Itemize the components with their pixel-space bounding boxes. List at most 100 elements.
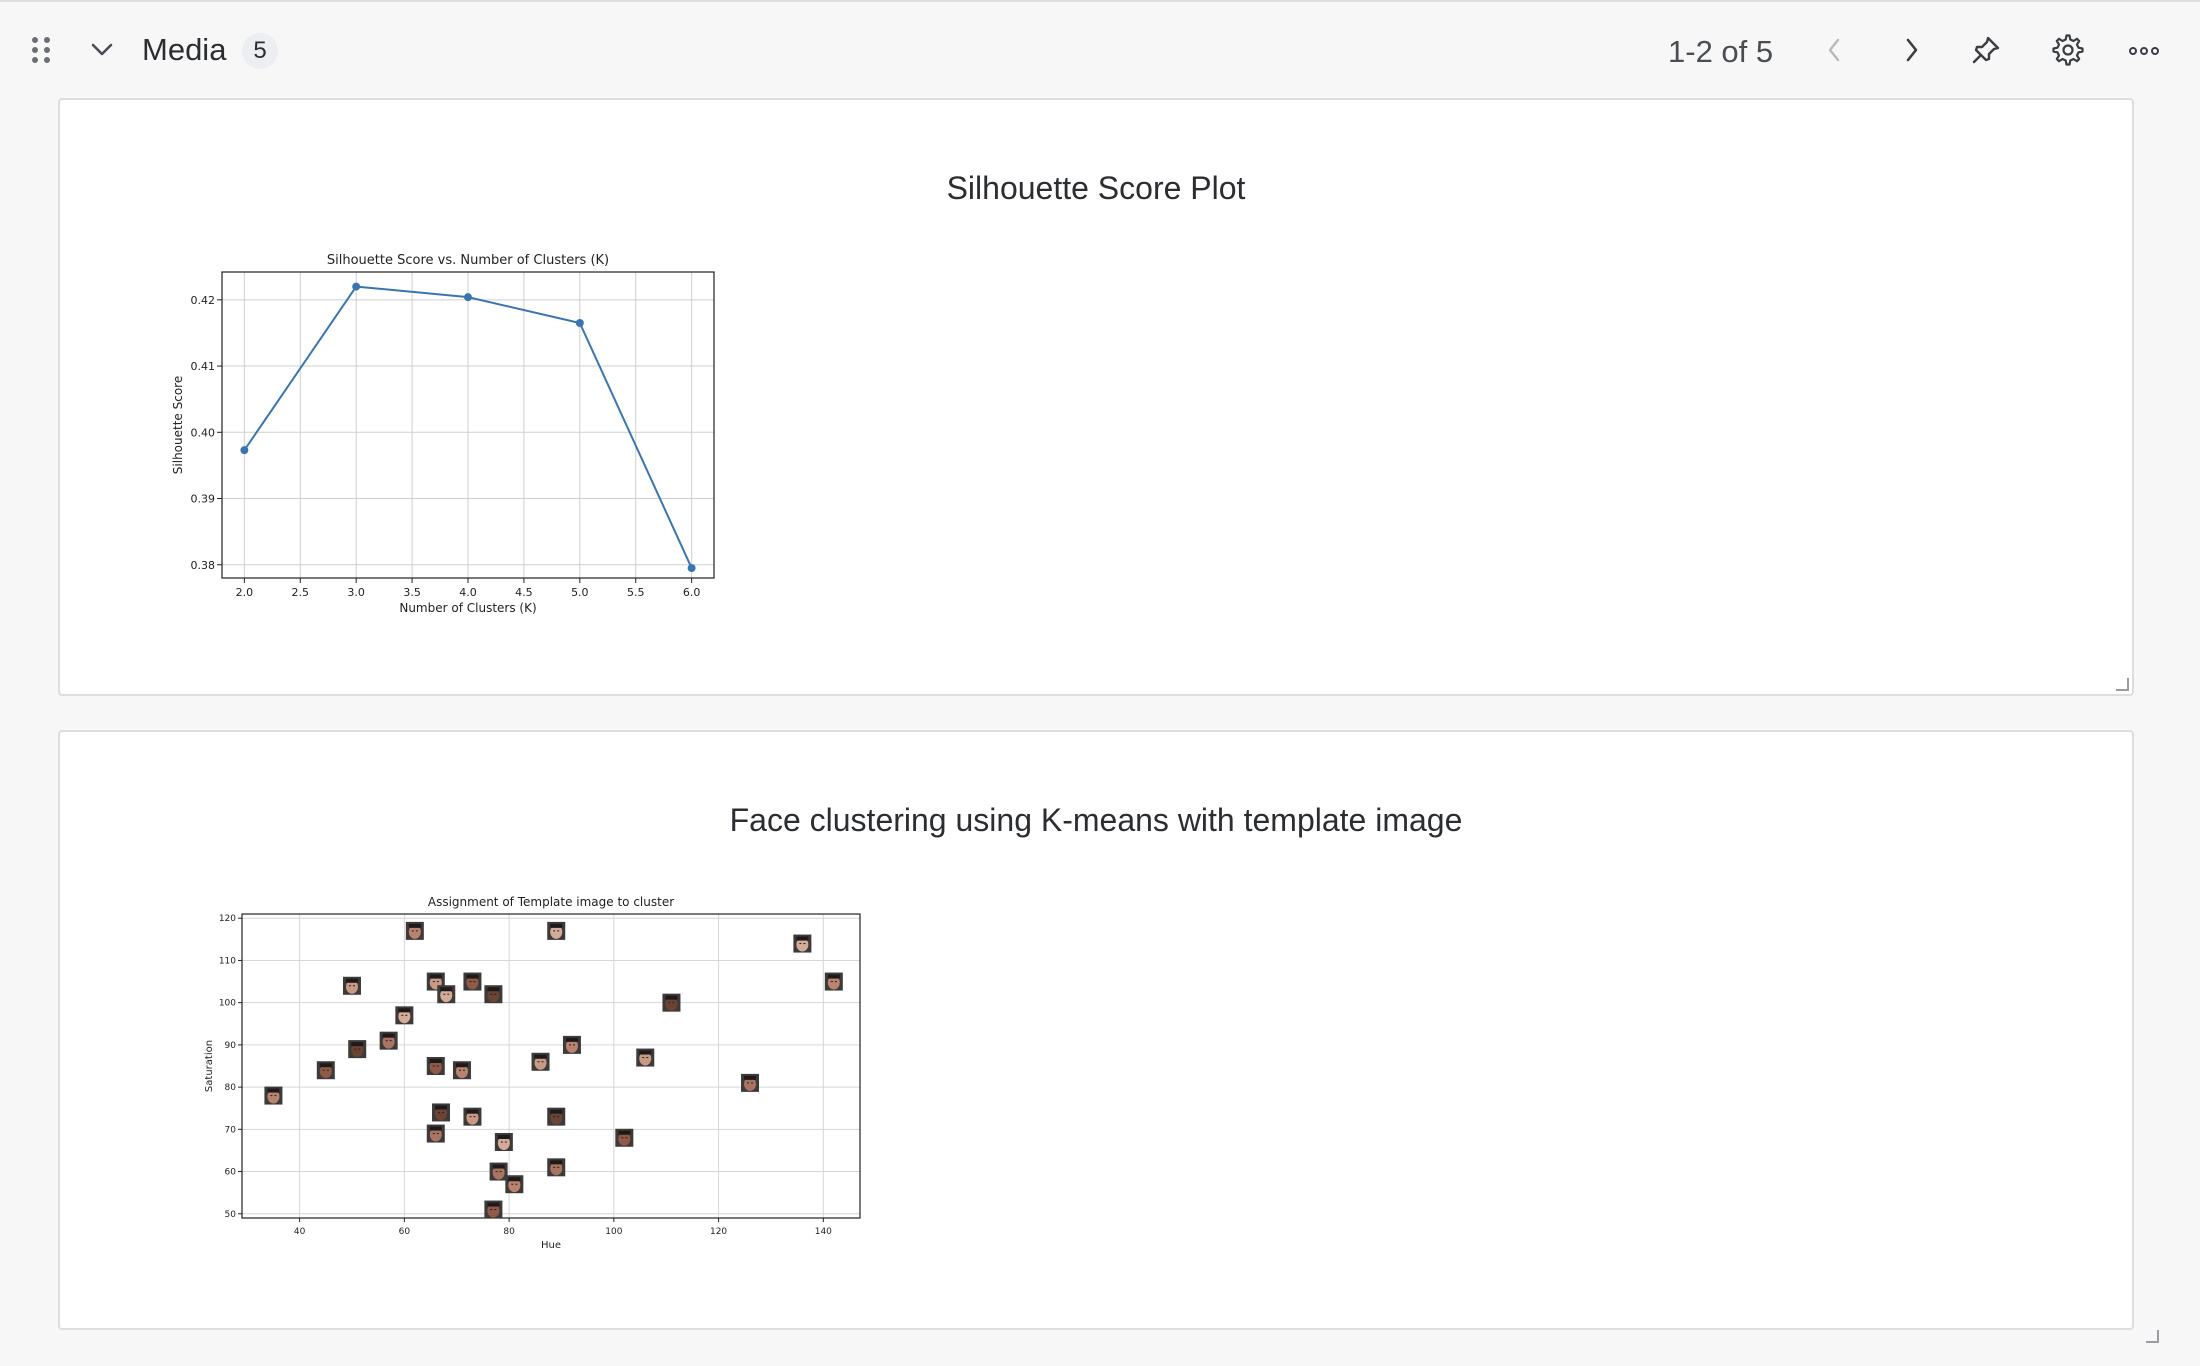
face-thumbnail-hair bbox=[429, 1126, 442, 1131]
chart-title: Silhouette Score vs. Number of Clusters … bbox=[327, 253, 609, 268]
face-thumbnail-point bbox=[426, 1124, 445, 1143]
face-thumbnail-face bbox=[408, 924, 421, 939]
x-tick-label: 80 bbox=[503, 1227, 515, 1237]
face-thumbnail-hair bbox=[487, 987, 500, 992]
pagination-label: 1-2 of 5 bbox=[1668, 34, 1774, 69]
face-thumbnail-point bbox=[463, 972, 482, 991]
y-tick-label: 0.41 bbox=[191, 360, 216, 373]
face-thumbnail-hair bbox=[319, 1063, 332, 1068]
y-tick-label: 70 bbox=[225, 1125, 237, 1135]
face-thumbnail-hair bbox=[497, 1135, 510, 1139]
face-thumbnail-point bbox=[316, 1061, 335, 1080]
x-tick-label: 6.0 bbox=[683, 586, 701, 599]
x-tick-label: 100 bbox=[605, 1227, 622, 1237]
x-axis-label: Hue bbox=[541, 1240, 561, 1251]
face-thumbnail-point bbox=[342, 976, 361, 995]
face-thumbnail-hair bbox=[345, 978, 358, 983]
chart-title: Assignment of Template image to cluster bbox=[428, 895, 674, 909]
face-thumbnail-hair bbox=[267, 1088, 280, 1093]
face-thumbnail-point bbox=[824, 972, 843, 991]
face-thumbnail-hair bbox=[565, 1037, 578, 1042]
face-thumbnail-face bbox=[319, 1064, 332, 1079]
face-thumbnail-hair bbox=[429, 974, 442, 979]
face-thumbnail-point bbox=[615, 1128, 634, 1147]
face-thumbnail-hair bbox=[455, 1063, 468, 1068]
face-thumbnail-face bbox=[466, 1110, 479, 1125]
x-tick-label: 3.5 bbox=[403, 586, 421, 599]
face-thumbnail-hair bbox=[665, 995, 678, 1000]
data-point bbox=[575, 319, 584, 327]
face-thumbnail-face bbox=[429, 1060, 442, 1074]
face-thumbnail-face bbox=[382, 1034, 395, 1049]
gear-icon bbox=[2052, 33, 2084, 71]
face-thumbnail-face bbox=[267, 1089, 280, 1104]
face-thumbnail-hair bbox=[382, 1033, 395, 1038]
x-tick-label: 5.5 bbox=[627, 586, 645, 599]
face-thumbnail-face bbox=[487, 1203, 500, 1218]
face-thumbnail-point bbox=[405, 921, 424, 940]
face-clustering-chart-image: Assignment of Template image to cluster 4… bbox=[140, 884, 880, 1284]
face-thumbnail-hair bbox=[618, 1130, 631, 1135]
face-thumbnail-hair bbox=[351, 1042, 364, 1047]
media-panel-face-clustering: Face clustering using K-means with templ… bbox=[58, 730, 2159, 1343]
x-tick-label: 120 bbox=[710, 1227, 727, 1237]
face-thumbnail-point bbox=[562, 1035, 581, 1054]
panel-title: Silhouette Score Plot bbox=[946, 170, 1246, 206]
resize-handle-icon[interactable] bbox=[2144, 1328, 2160, 1344]
face-thumbnail-point bbox=[432, 1103, 451, 1122]
face-thumbnail-face bbox=[466, 975, 479, 990]
face-thumbnail-hair bbox=[435, 1105, 448, 1110]
face-thumbnail-point bbox=[547, 1158, 566, 1177]
more-icon bbox=[2129, 43, 2159, 61]
x-tick-label: 60 bbox=[399, 1227, 411, 1237]
face-thumbnail-face bbox=[534, 1055, 547, 1070]
more-options-button[interactable] bbox=[2120, 28, 2168, 76]
next-page-button[interactable] bbox=[1888, 28, 1936, 76]
face-thumbnail-hair bbox=[487, 1202, 500, 1207]
y-tick-label: 0.40 bbox=[191, 426, 216, 439]
face-thumbnail-point bbox=[505, 1175, 524, 1194]
x-tick-label: 3.0 bbox=[347, 586, 365, 599]
face-thumbnail-point bbox=[379, 1031, 398, 1050]
y-axis-label: Saturation bbox=[204, 1040, 215, 1092]
x-tick-label: 5.0 bbox=[571, 586, 589, 599]
face-thumbnail-face bbox=[455, 1064, 468, 1079]
media-panel-silhouette: Silhouette Score Plot Silhouette Score v… bbox=[58, 98, 2134, 696]
face-thumbnail-point bbox=[489, 1162, 508, 1181]
media-count-badge: 5 bbox=[242, 33, 278, 69]
media-section-header: Media 5 1-2 of 5 bbox=[0, 2, 2200, 98]
pin-button[interactable] bbox=[1962, 28, 2010, 76]
drag-handle-icon[interactable] bbox=[26, 32, 56, 68]
face-thumbnail-hair bbox=[550, 1160, 563, 1165]
y-tick-label: 80 bbox=[225, 1083, 237, 1093]
face-thumbnail-point bbox=[793, 934, 812, 953]
face-clustering-chart-svg: Assignment of Template image to cluster 4… bbox=[204, 895, 861, 1251]
face-thumbnail-face bbox=[497, 1136, 510, 1150]
face-thumbnail-face bbox=[487, 988, 500, 1003]
y-tick-label: 50 bbox=[225, 1210, 237, 1220]
face-thumbnail-face bbox=[665, 996, 678, 1011]
face-thumbnail-face bbox=[639, 1051, 652, 1066]
chevron-down-icon[interactable] bbox=[86, 34, 118, 66]
face-thumbnail-point bbox=[662, 993, 681, 1012]
previous-page-button[interactable] bbox=[1810, 28, 1858, 76]
face-thumbnail-point bbox=[437, 985, 456, 1004]
silhouette-chart-svg: Silhouette Score vs. Number of Clusters … bbox=[171, 253, 715, 615]
face-thumbnail-hair bbox=[550, 923, 563, 928]
face-thumbnail-face bbox=[440, 988, 453, 1003]
resize-handle-icon[interactable] bbox=[2114, 676, 2130, 692]
face-thumbnail-hair bbox=[827, 974, 840, 979]
y-tick-label: 60 bbox=[225, 1168, 237, 1178]
face-thumbnail-point bbox=[547, 921, 566, 940]
settings-button[interactable] bbox=[2044, 28, 2092, 76]
face-thumbnail-face bbox=[508, 1178, 521, 1193]
face-thumbnail-hair bbox=[440, 987, 453, 992]
face-thumbnail-hair bbox=[492, 1164, 505, 1169]
x-tick-label: 140 bbox=[815, 1227, 832, 1237]
y-tick-label: 120 bbox=[219, 914, 236, 924]
face-thumbnail-face bbox=[618, 1131, 631, 1146]
panel-title: Face clustering using K-means with templ… bbox=[729, 802, 1463, 838]
face-thumbnail-hair bbox=[466, 1109, 479, 1114]
face-thumbnail-point bbox=[741, 1073, 760, 1092]
face-thumbnail-face bbox=[550, 924, 563, 939]
